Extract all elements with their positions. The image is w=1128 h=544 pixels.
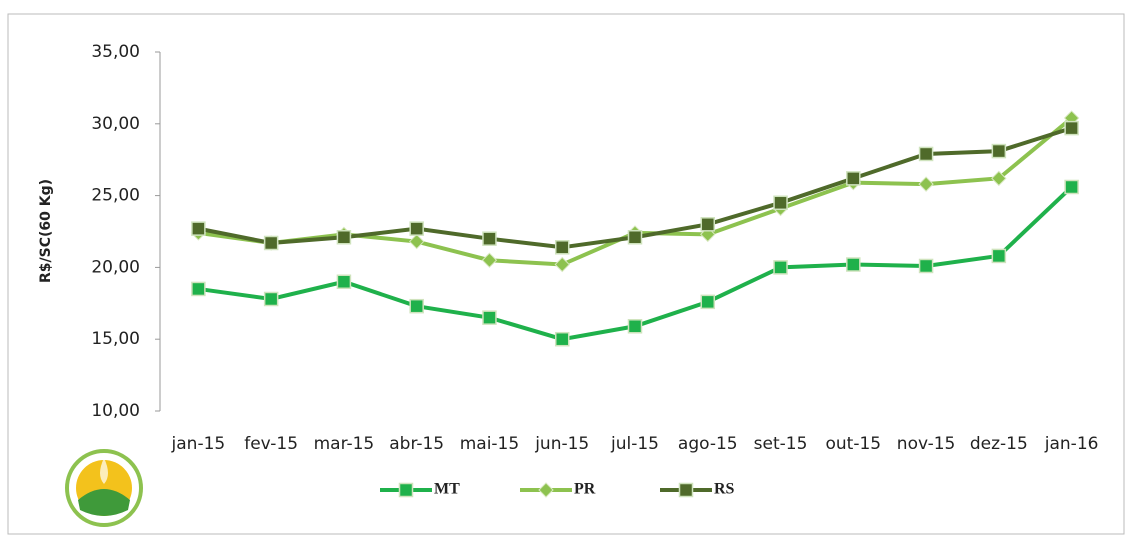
point [263, 235, 279, 251]
point [336, 274, 352, 290]
legend-label: MT [434, 481, 460, 498]
point [482, 310, 497, 325]
x-tick-label: jul-15 [610, 434, 659, 454]
x-tick-label: mai-15 [460, 434, 519, 454]
y-tick-label: 20,00 [91, 257, 140, 277]
point [846, 171, 861, 186]
point [918, 176, 934, 192]
x-tick-label: mar-15 [314, 434, 375, 454]
point [336, 229, 352, 245]
point [918, 146, 934, 162]
legend-marker [538, 482, 554, 498]
y-tick-label: 25,00 [91, 186, 140, 206]
point [191, 281, 206, 297]
point [627, 229, 643, 245]
point [409, 298, 424, 314]
legend-label: RS [714, 481, 735, 498]
y-tick-label: 30,00 [91, 114, 140, 134]
y-tick-label: 10,00 [91, 401, 140, 421]
point [991, 248, 1007, 264]
x-tick-label: jan-16 [1044, 434, 1099, 454]
point [991, 143, 1007, 159]
point [554, 256, 570, 273]
point [918, 258, 934, 274]
point [700, 217, 716, 232]
x-tick-label: ago-15 [678, 434, 738, 454]
point [1064, 179, 1079, 195]
x-tick-label: fev-15 [244, 434, 298, 454]
legend-marker [678, 482, 694, 498]
legend-marker [398, 482, 414, 498]
point [263, 291, 279, 307]
chart-border [7, 13, 1125, 535]
x-tick-label: jun-15 [534, 434, 589, 454]
point [627, 319, 643, 334]
x-tick-label: set-15 [754, 434, 808, 454]
point [191, 221, 206, 236]
point [482, 231, 497, 246]
point [773, 195, 788, 211]
point [991, 170, 1007, 187]
y-tick-label: 35,00 [91, 42, 140, 62]
x-tick-label: nov-15 [897, 434, 956, 454]
y-axis-label: R$/SC(60 Kg) [38, 179, 54, 283]
point [409, 221, 424, 236]
point [408, 233, 425, 250]
x-tick-label: abr-15 [389, 434, 444, 454]
point [1064, 120, 1079, 136]
x-tick-label: dez-15 [970, 434, 1028, 454]
legend-label: PR [574, 481, 596, 498]
x-tick-label: out-15 [826, 434, 882, 454]
point [846, 257, 861, 272]
point [554, 331, 570, 347]
point [554, 240, 570, 255]
point [773, 260, 788, 275]
x-tick-label: jan-15 [171, 434, 226, 454]
y-tick-label: 15,00 [91, 329, 140, 349]
point [700, 294, 716, 310]
point [481, 252, 498, 268]
logo [65, 449, 143, 527]
